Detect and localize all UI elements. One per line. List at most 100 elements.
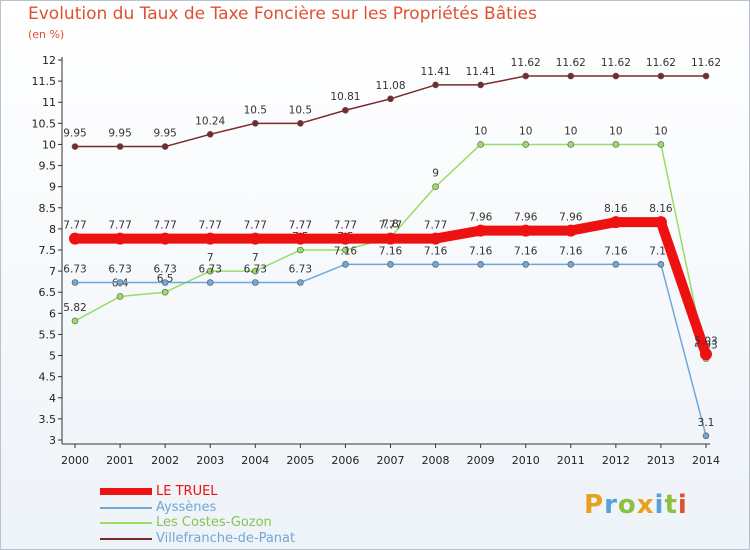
data-label: 10.5 — [244, 104, 267, 116]
data-label: 8.16 — [604, 203, 628, 215]
chart-axes: 3 3.5 4 4.5 5 5.5 6 6.5 7 7.5 8 8.5 9 9.5 10 10.5 11 11.5… — [32, 54, 721, 467]
data-point — [342, 106, 349, 114]
data-label: 10 — [564, 125, 577, 137]
y-tick-label: 3 — [49, 434, 56, 447]
data-point — [522, 261, 530, 268]
data-point — [522, 141, 530, 148]
data-point — [522, 72, 530, 80]
data-point — [477, 81, 484, 89]
y-tick-label: 5.5 — [39, 328, 57, 341]
x-tick-label: 2003 — [196, 454, 224, 467]
data-point — [206, 131, 214, 138]
data-point — [432, 81, 439, 89]
y-tick-label: 10 — [42, 138, 56, 151]
data-point — [384, 232, 397, 245]
data-label: 8.16 — [649, 203, 673, 215]
logo-letter: o — [617, 490, 637, 520]
legend-label-les-costes-gozon: Les Costes-Gozon — [156, 515, 272, 530]
legend-swatch-les-costes-gozon — [100, 522, 152, 524]
data-point — [69, 232, 81, 245]
data-point — [159, 232, 172, 245]
logo-letter: t — [664, 490, 678, 520]
x-tick-label: 2004 — [241, 454, 269, 467]
proxiti-logo: Proxiti — [584, 490, 688, 520]
data-point — [657, 261, 665, 268]
data-label: 7.77 — [334, 220, 357, 232]
data-point — [297, 246, 304, 254]
legend-swatch-villefranche-de-panat — [100, 537, 152, 540]
data-point — [342, 261, 349, 268]
legend-label-villefranche-de-panat: Villefranche-de-Panat — [156, 530, 296, 546]
legend-label-le-truel: LE TRUEL — [156, 484, 218, 499]
logo-letter: x — [636, 490, 655, 520]
x-tick-label: 2009 — [467, 454, 495, 467]
data-label: 11.62 — [646, 57, 676, 69]
data-label: 10.81 — [330, 91, 360, 103]
y-tick-label: 9.5 — [39, 160, 57, 173]
data-label: 7.8 — [382, 218, 399, 230]
data-label: 7.77 — [289, 220, 312, 232]
data-point — [564, 224, 577, 237]
data-label: 10.24 — [195, 115, 225, 127]
x-tick-label: 2000 — [61, 454, 89, 467]
x-tick-label: 2008 — [422, 454, 450, 467]
x-tick-label: 2005 — [286, 454, 314, 467]
data-label: 7.96 — [469, 212, 493, 224]
data-point — [297, 120, 304, 127]
data-label: 6.73 — [199, 264, 222, 276]
data-label: 6.73 — [153, 264, 176, 276]
data-point — [702, 432, 710, 440]
data-label: 7 — [207, 252, 214, 264]
y-tick-label: 9 — [49, 181, 56, 194]
chart-subtitle: (en %) — [28, 28, 65, 41]
data-label: 10.5 — [289, 104, 312, 116]
data-point — [387, 95, 394, 103]
x-tick-label: 2001 — [106, 454, 134, 467]
data-label: 7.77 — [108, 220, 131, 232]
data-point — [657, 141, 665, 148]
data-label: 7 — [252, 252, 259, 264]
data-point — [700, 348, 712, 361]
data-label: 6.73 — [63, 264, 86, 276]
y-tick-label: 11.5 — [32, 75, 57, 88]
series-villefranche-de-panat: 9.95 9.95 9.95 10.24 10.5 10.5 10.81 11.08 11.41… — [63, 57, 721, 150]
data-label: 10 — [654, 125, 667, 137]
y-tick-label: 10.5 — [32, 117, 57, 130]
logo-letter: i — [677, 490, 688, 520]
series-ayssenes: 6.73 6.73 6.73 6.73 6.73 6.73 7.16 7.16 7.16 7.16… — [63, 245, 715, 440]
data-point — [654, 216, 667, 229]
x-tick-label: 2011 — [557, 454, 585, 467]
legend-swatch-ayssenes — [100, 506, 152, 509]
data-label: 11.62 — [556, 57, 586, 69]
data-label: 7.16 — [514, 245, 538, 257]
data-point — [612, 261, 620, 268]
data-label: 11.41 — [421, 66, 451, 78]
data-label: 7.16 — [424, 245, 448, 257]
data-label: 3.1 — [698, 417, 715, 429]
chart-title: Evolution du Taux de Taxe Foncière sur l… — [28, 4, 537, 24]
data-label: 7.16 — [559, 245, 583, 257]
data-point — [297, 279, 304, 286]
data-label: 7.77 — [424, 220, 447, 232]
y-tick-label: 4 — [49, 392, 56, 405]
data-label: 7.16 — [469, 245, 493, 257]
data-point — [114, 232, 127, 245]
logo-letter: i — [654, 490, 665, 520]
data-label: 7.77 — [379, 220, 402, 232]
data-label: 7.16 — [334, 245, 358, 257]
x-tick-label: 2013 — [647, 454, 675, 467]
data-point — [477, 261, 484, 268]
data-point — [429, 232, 442, 245]
data-label: 6.73 — [244, 264, 267, 276]
data-label: 7.77 — [153, 220, 176, 232]
data-label: 11.08 — [375, 80, 405, 92]
logo-letter: P — [584, 490, 605, 520]
data-label: 5.03 — [694, 335, 717, 347]
series-le-truel: 7.77 7.77 7.77 7.77 7.77 7.77 7.77 7.77 7.77 7.96… — [63, 203, 718, 361]
data-point — [206, 267, 214, 275]
data-point — [294, 232, 307, 245]
y-tick-label: 12 — [42, 54, 56, 67]
data-label: 6.73 — [108, 264, 131, 276]
data-point — [249, 232, 262, 245]
